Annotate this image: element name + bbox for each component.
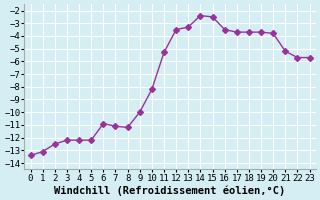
X-axis label: Windchill (Refroidissement éolien,°C): Windchill (Refroidissement éolien,°C): [54, 185, 286, 196]
